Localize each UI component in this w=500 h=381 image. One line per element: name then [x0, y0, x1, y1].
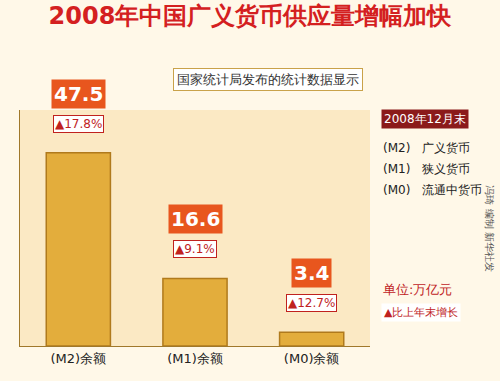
svg-text:(M0)余额: (M0)余额 [284, 351, 340, 366]
svg-text:▲比上年末增长: ▲比上年末增长 [384, 306, 458, 319]
svg-text:▲9.1%: ▲9.1% [175, 242, 215, 256]
svg-text:单位:万亿元: 单位:万亿元 [383, 282, 452, 297]
svg-text:2008年中国广义货币供应量增幅加快: 2008年中国广义货币供应量增幅加快 [49, 2, 453, 30]
svg-text:(M2)余额: (M2)余额 [51, 351, 107, 366]
svg-text:▲17.8%: ▲17.8% [55, 117, 102, 131]
svg-text:16.6: 16.6 [171, 207, 220, 231]
svg-text:国家统计局发布的统计数据显示: 国家统计局发布的统计数据显示 [177, 72, 359, 87]
svg-text:2008年12月末: 2008年12月末 [384, 112, 466, 126]
svg-text:3.4: 3.4 [294, 261, 329, 285]
svg-text:47.5: 47.5 [54, 82, 103, 106]
svg-text:(M1)余额: (M1)余额 [167, 351, 223, 366]
svg-text:(M2) 广义货币: (M2) 广义货币 [383, 141, 470, 155]
svg-text:冯琦 编制 新华社发: 冯琦 编制 新华社发 [484, 185, 495, 271]
svg-text:(M0) 流通中货币: (M0) 流通中货币 [383, 183, 482, 197]
svg-text:(M1) 狭义货币: (M1) 狭义货币 [383, 162, 470, 176]
svg-text:▲12.7%: ▲12.7% [288, 296, 335, 310]
